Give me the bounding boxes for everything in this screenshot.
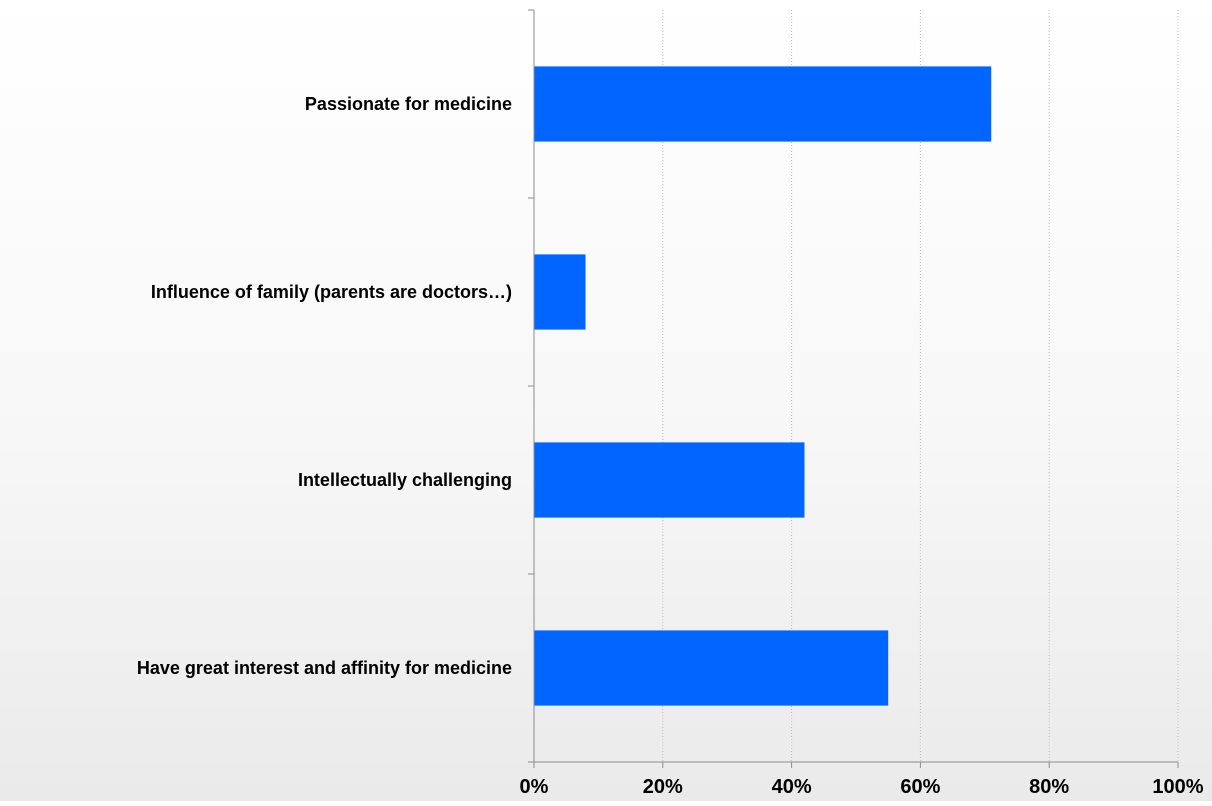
bar [534, 442, 805, 518]
x-tick-label: 20% [643, 776, 683, 798]
axes [528, 9, 1179, 768]
x-tick-labels: 0% 20% 40% 60% 80% 100% [520, 776, 1204, 798]
category-labels: Passionate for medicine Influence of fami… [137, 94, 512, 678]
bars [534, 66, 992, 706]
x-tick-label: 100% [1152, 776, 1203, 798]
category-label: Influence of family (parents are doctors… [151, 282, 512, 302]
bar [534, 254, 586, 330]
bar [534, 66, 992, 142]
category-label: Intellectually challenging [298, 470, 512, 490]
category-label: Have great interest and affinity for med… [137, 658, 512, 678]
x-tick-label: 0% [520, 776, 549, 798]
category-label: Passionate for medicine [305, 94, 512, 114]
bar [534, 630, 889, 706]
x-tick-label: 40% [772, 776, 812, 798]
x-tick-label: 80% [1029, 776, 1069, 798]
x-tick-label: 60% [900, 776, 940, 798]
